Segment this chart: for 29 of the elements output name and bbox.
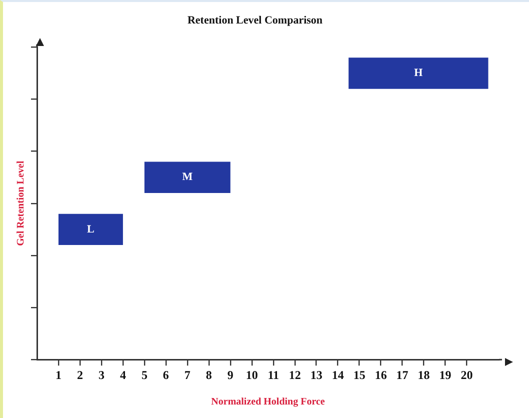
x-tick-label: 9	[227, 368, 234, 382]
x-tick-label: 8	[206, 368, 212, 382]
x-tick-label: 16	[374, 368, 387, 382]
data-label: L	[87, 223, 94, 236]
data-label: H	[414, 67, 424, 80]
x-tick-label: 5	[141, 368, 148, 382]
x-tick-label: 13	[310, 368, 322, 382]
bar	[348, 58, 488, 89]
x-tick-label: 18	[418, 368, 430, 382]
x-tick-label: 3	[98, 368, 104, 382]
x-tick-label: 11	[268, 368, 280, 382]
x-tick-label: 20	[460, 368, 473, 382]
x-axis-title: Normalized Holding Force	[211, 396, 326, 408]
x-tick-label: 14	[332, 368, 344, 382]
data-label: M	[182, 171, 194, 184]
bar	[58, 214, 123, 246]
x-tick-label: 10	[246, 368, 258, 382]
chart-title: Retention Level Comparison	[187, 14, 323, 26]
x-tick-label: 2	[76, 368, 83, 382]
x-tick-label: 1	[55, 368, 62, 382]
bar	[144, 162, 230, 193]
y-axis-title: Gel Retention Level	[16, 160, 27, 246]
x-tick-label: 12	[288, 368, 301, 382]
x-tick-label: 6	[162, 368, 169, 382]
x-tick-label: 19	[439, 368, 452, 382]
x-tick-label: 15	[353, 368, 366, 382]
x-tick-label: 17	[396, 368, 408, 382]
x-tick-label: 4	[120, 368, 126, 382]
x-tick-label: 7	[184, 368, 190, 382]
